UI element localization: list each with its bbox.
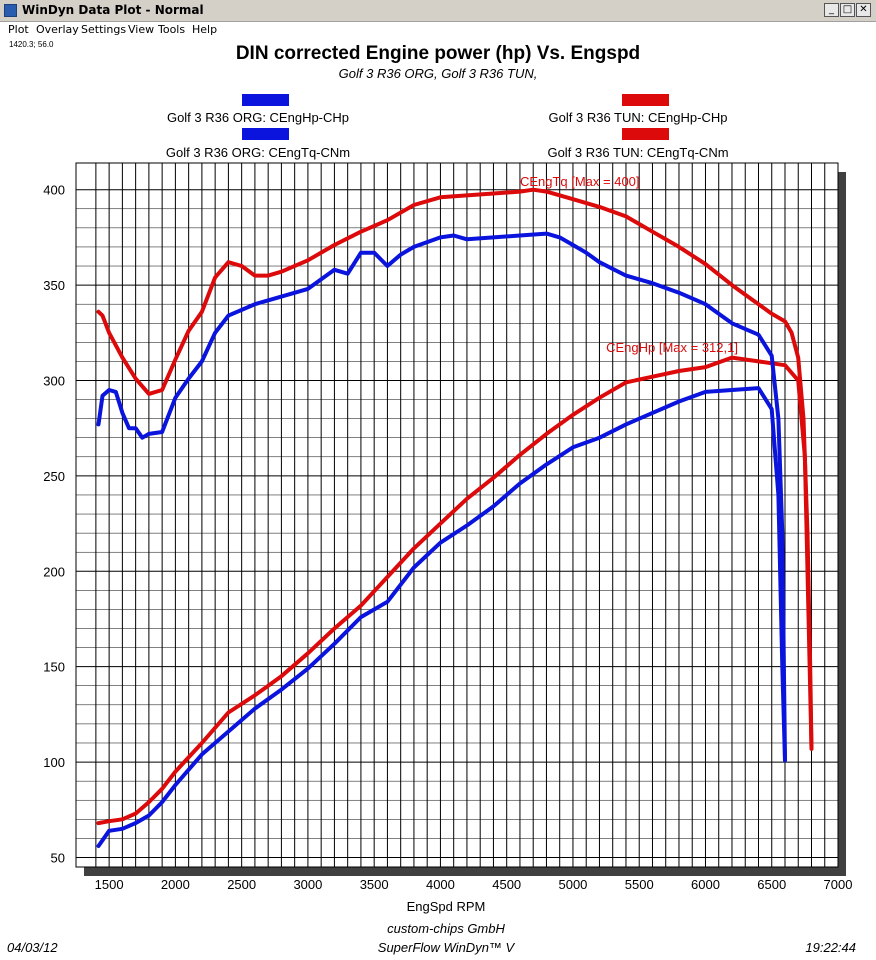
annotation-hp-max: CEngHp [Max = 312,1] bbox=[606, 340, 738, 355]
x-tick-label: 3500 bbox=[360, 877, 389, 892]
legend-label-org-tq: Golf 3 R36 ORG: CEngTq-CNm bbox=[166, 145, 350, 160]
y-tick-label: 250 bbox=[43, 469, 65, 484]
grid bbox=[76, 163, 838, 867]
y-tick-label: 150 bbox=[43, 660, 65, 675]
x-tick-label: 6000 bbox=[691, 877, 720, 892]
footer-product: SuperFlow WinDyn™ V bbox=[378, 940, 516, 955]
legend-label-tun-hp: Golf 3 R36 TUN: CEngHp-CHp bbox=[549, 110, 728, 125]
menu-settings[interactable]: Settings bbox=[81, 23, 127, 36]
menu-help[interactable]: Help bbox=[192, 23, 218, 36]
chart-title: DIN corrected Engine power (hp) Vs. Engs… bbox=[236, 43, 640, 64]
y-tick-labels: 50 100 150 200 250 300 350 400 bbox=[43, 183, 65, 866]
x-tick-labels: 1500 2000 2500 3000 3500 4000 4500 5000 5500 6000… bbox=[95, 877, 853, 892]
menu-tools[interactable]: Tools bbox=[158, 23, 186, 36]
restore-button[interactable]: □ bbox=[840, 3, 855, 17]
y-tick-label: 300 bbox=[43, 373, 65, 388]
menu-bar: Plot Overlay Settings View Tools Help bbox=[0, 22, 876, 38]
legend-label-org-hp: Golf 3 R36 ORG: CEngHp-CHp bbox=[167, 110, 349, 125]
x-tick-label: 5500 bbox=[625, 877, 654, 892]
x-tick-label: 2000 bbox=[161, 877, 190, 892]
legend-label-tun-tq: Golf 3 R36 TUN: CEngTq-CNm bbox=[547, 145, 728, 160]
window-titlebar: WinDyn Data Plot - Normal _ □ ✕ bbox=[0, 0, 876, 22]
legend-swatch-org-hp bbox=[242, 94, 289, 106]
menu-plot[interactable]: Plot bbox=[8, 23, 29, 36]
close-button[interactable]: ✕ bbox=[856, 3, 871, 17]
menu-overlay[interactable]: Overlay bbox=[36, 23, 79, 36]
menu-view[interactable]: View bbox=[128, 23, 155, 36]
x-tick-label: 2500 bbox=[227, 877, 256, 892]
window-title: WinDyn Data Plot - Normal bbox=[22, 3, 204, 17]
x-tick-label: 5000 bbox=[558, 877, 587, 892]
x-tick-label: 4000 bbox=[426, 877, 455, 892]
footer-company: custom-chips GmbH bbox=[387, 921, 505, 936]
annotation-tq-max: CEngTq [Max = 400] bbox=[520, 174, 640, 189]
x-tick-label: 3000 bbox=[293, 877, 322, 892]
series-org-hp bbox=[96, 386, 787, 848]
annotations: CEngTq [Max = 400] CEngHp [Max = 312,1] bbox=[520, 174, 738, 355]
y-tick-label: 350 bbox=[43, 278, 65, 293]
footer-time: 19:22:44 bbox=[805, 940, 856, 955]
x-tick-label: 1500 bbox=[95, 877, 124, 892]
cursor-readout: 1420.3; 56.0 bbox=[9, 40, 54, 49]
footer-date: 04/03/12 bbox=[7, 940, 58, 955]
x-tick-label: 6500 bbox=[757, 877, 786, 892]
y-tick-label: 100 bbox=[43, 755, 65, 770]
minimize-button[interactable]: _ bbox=[824, 3, 839, 17]
series-tun-tq bbox=[96, 187, 814, 751]
legend-swatch-org-tq bbox=[242, 128, 289, 140]
app-icon bbox=[4, 4, 17, 17]
series-lines bbox=[96, 187, 814, 848]
x-tick-label: 4500 bbox=[492, 877, 521, 892]
chart-subtitle: Golf 3 R36 ORG, Golf 3 R36 TUN, bbox=[339, 66, 538, 81]
y-tick-label: 400 bbox=[43, 183, 65, 198]
series-tun-hp bbox=[96, 355, 814, 826]
x-axis-label: EngSpd RPM bbox=[407, 899, 486, 914]
x-tick-label: 7000 bbox=[824, 877, 853, 892]
y-tick-label: 50 bbox=[51, 850, 65, 865]
legend-swatch-tun-hp bbox=[622, 94, 669, 106]
plot-frame bbox=[75, 162, 839, 868]
legend-swatch-tun-tq bbox=[622, 128, 669, 140]
series-org-tq bbox=[96, 231, 787, 763]
y-tick-label: 200 bbox=[43, 564, 65, 579]
